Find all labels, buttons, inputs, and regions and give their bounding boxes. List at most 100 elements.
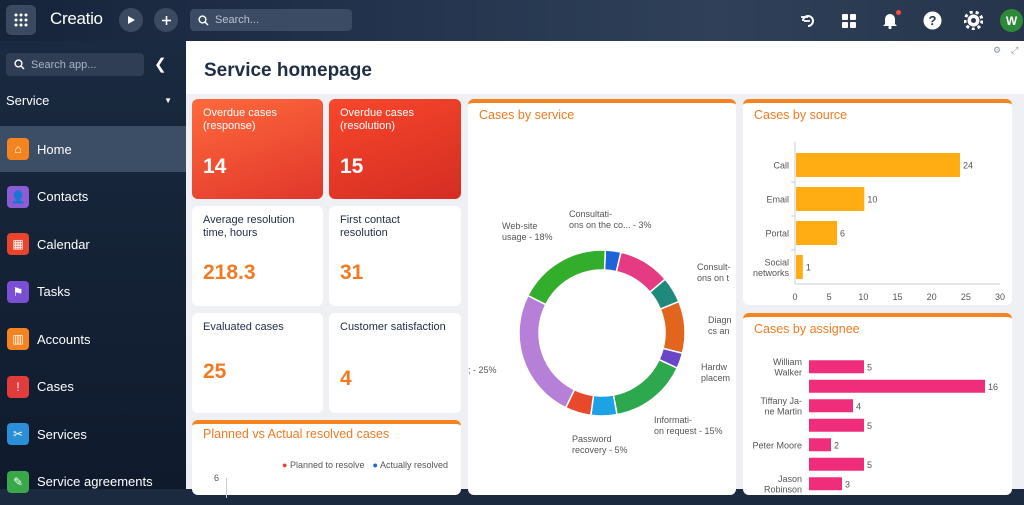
category-label: networks [753, 268, 790, 278]
pie-slice[interactable] [589, 394, 618, 417]
cases-by-source-widget[interactable]: Cases by source 0 5 10 15 20 25 30 24 Call 10 Emai… [743, 99, 1012, 305]
cases-by-assignee-widget[interactable]: Cases by assignee 5 William Walker 16 4 Tiffa… [743, 313, 1012, 495]
user-avatar[interactable]: W [1000, 9, 1023, 32]
bar[interactable] [809, 399, 853, 413]
kpi-label: Average resolution time, hours [203, 214, 295, 239]
bar-value-label: 16 [988, 382, 998, 392]
kpi-overdue-resolution[interactable]: Overdue cases (resolution) 15 [329, 99, 461, 199]
kpi-value: 25 [203, 360, 227, 383]
alert-icon: ! [7, 375, 29, 398]
sidebar-item-calendar[interactable]: ▦ Calendar [0, 221, 186, 267]
legend-actual-label: Actually resolved [379, 460, 449, 470]
kpi-label: First contact resolution [340, 214, 400, 239]
bell-icon[interactable] [879, 9, 901, 31]
app-logo[interactable]: Creatio [50, 9, 103, 28]
category-label: Email [766, 195, 789, 205]
x-tick-label: 0 [792, 292, 797, 302]
bar[interactable] [809, 438, 831, 452]
play-icon[interactable] [119, 8, 143, 32]
category-label: Walker [774, 368, 802, 378]
cases-by-service-widget[interactable]: Cases by service Consultati-ons on the c… [468, 99, 736, 495]
pie-label: Consult- [697, 262, 731, 272]
category-label: Portal [765, 229, 789, 239]
pie-slice[interactable] [526, 249, 607, 306]
sidebar-item-accounts[interactable]: ▥ Accounts [0, 316, 186, 362]
sidebar-item-service-agreements[interactable]: ✎ Service agreements [0, 459, 186, 505]
gear-icon[interactable] [962, 9, 984, 31]
pie-label: Hardw [701, 362, 728, 372]
x-tick-label: 5 [827, 292, 832, 302]
sidebar-item-home[interactable]: ⌂ Home [0, 126, 186, 172]
bar[interactable] [809, 360, 864, 374]
y-tick-label: 6 [214, 473, 220, 483]
settings-small-icon[interactable]: ⚙ [993, 45, 1002, 55]
app-search-input[interactable]: Search app... [6, 53, 144, 76]
pie-slice[interactable] [518, 294, 576, 409]
widget-title: Planned vs Actual resolved cases [203, 427, 390, 441]
sidebar-item-services[interactable]: ✂ Services [0, 411, 186, 457]
building-icon: ▥ [7, 328, 29, 350]
bar-value-label: 5 [867, 362, 872, 372]
planned-vs-actual-widget[interactable]: Planned vs Actual resolved cases ● Plann… [192, 420, 461, 498]
pie-slice[interactable] [612, 358, 679, 416]
sidebar-item-label: Contacts [37, 189, 89, 204]
kpi-value: 15 [340, 155, 364, 178]
legend-actual[interactable]: ● Actually resolved [372, 460, 449, 470]
pie-label: Diagn [708, 315, 732, 325]
legend-planned[interactable]: ● Planned to resolve [282, 460, 365, 470]
chevron-down-icon: ▼ [164, 96, 172, 105]
sidebar-item-tasks[interactable]: ⚑ Tasks [0, 269, 186, 315]
widget-title: Cases by service [479, 108, 575, 122]
kpi-value: 14 [203, 155, 227, 178]
category-label: Jason [778, 474, 802, 484]
kpi-avg-resolution-time[interactable]: Average resolution time, hours 218.3 [192, 206, 323, 306]
bar[interactable] [809, 418, 864, 432]
collapse-sidebar-icon[interactable]: ❮ [154, 56, 167, 73]
pie-slice[interactable] [659, 300, 686, 355]
sidebar-item-label: Calendar [37, 236, 90, 252]
contact-icon: 👤 [7, 185, 29, 208]
sync-icon[interactable] [797, 10, 819, 32]
category-label: ne Martin [764, 407, 802, 417]
bar[interactable] [809, 477, 842, 491]
notification-dot [896, 10, 901, 15]
search-placeholder: Search... [215, 14, 260, 26]
widget-title: Cases by source [754, 108, 848, 122]
global-search-input[interactable]: Search... [190, 9, 352, 31]
apps-grid-icon[interactable] [6, 5, 36, 35]
bar[interactable] [809, 457, 864, 471]
expand-icon[interactable]: ⤢ [1011, 45, 1019, 55]
x-tick-label: 20 [927, 292, 937, 302]
help-icon[interactable]: ? [921, 9, 943, 31]
app-search-placeholder: Search app... [31, 58, 97, 71]
pie-label: Consultati- [569, 209, 612, 219]
legend-planned-label: Planned to resolve [289, 460, 365, 470]
bar[interactable] [796, 153, 960, 177]
widgets-icon[interactable] [838, 10, 860, 32]
kpi-evaluated-cases[interactable]: Evaluated cases 25 [192, 313, 323, 413]
bar-value-label: 6 [840, 229, 845, 239]
bar[interactable] [796, 221, 837, 245]
bar-value-label: 10 [867, 195, 877, 205]
kpi-first-contact-resolution[interactable]: First contact resolution 31 [329, 206, 461, 306]
kpi-label: Customer satisfaction [340, 321, 446, 333]
sidebar-item-contacts[interactable]: 👤 Contacts [0, 174, 186, 220]
bar[interactable] [796, 255, 803, 279]
sidebar-item-label: Cases [37, 379, 74, 394]
kpi-customer-satisfaction[interactable]: Customer satisfaction 4 [329, 313, 461, 413]
y-axis-line [226, 478, 227, 498]
pie-label: ons on the co... - 3% [569, 220, 652, 230]
top-bar: Creatio Search... ? W [0, 0, 1024, 41]
bar[interactable] [796, 187, 865, 211]
workspace-selector[interactable]: Service ▼ [6, 93, 172, 108]
x-tick-label: 15 [892, 292, 902, 302]
kpi-overdue-response[interactable]: Overdue cases (response) 14 [192, 99, 323, 199]
kpi-value: 218.3 [203, 261, 256, 284]
bar[interactable] [809, 379, 985, 393]
sidebar-item-cases[interactable]: ! Cases [0, 364, 186, 410]
category-label: Peter Moore [752, 440, 802, 450]
main-content: Service homepage ⚙ ⤢ Overdue cases (resp… [186, 41, 1024, 498]
plus-icon[interactable] [154, 8, 178, 32]
category-label: Call [773, 161, 789, 171]
